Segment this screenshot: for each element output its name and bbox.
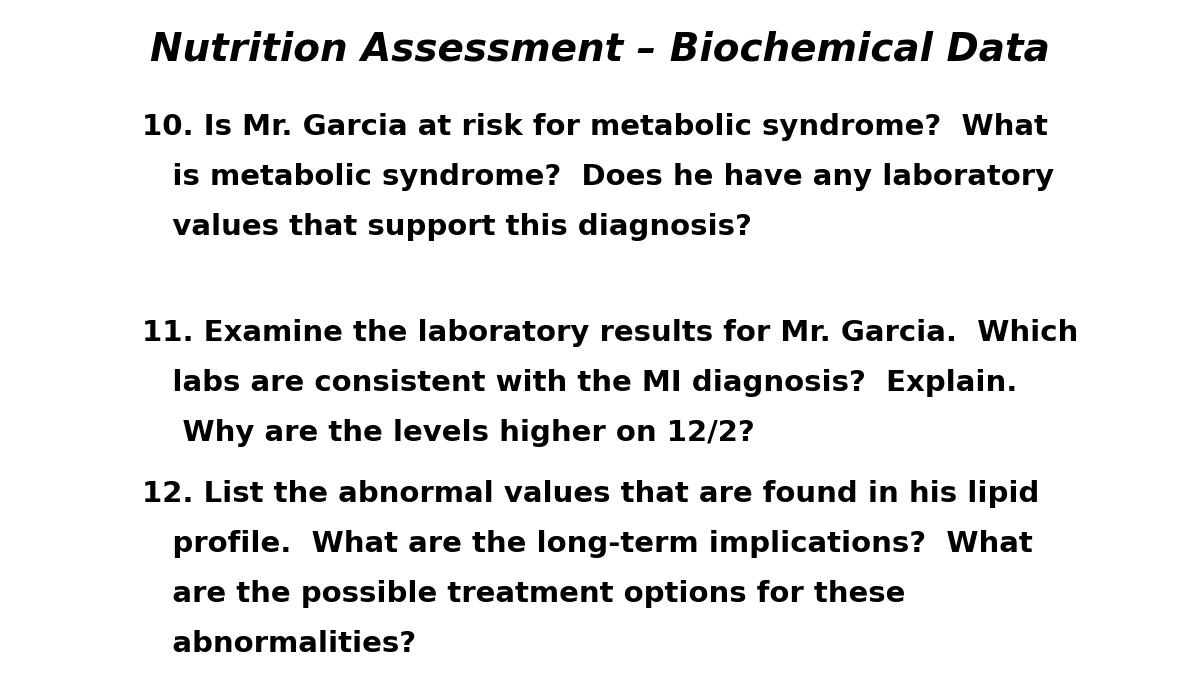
Text: Why are the levels higher on 12/2?: Why are the levels higher on 12/2? xyxy=(142,419,755,447)
Text: Nutrition Assessment – Biochemical Data: Nutrition Assessment – Biochemical Data xyxy=(150,31,1050,68)
Text: abnormalities?: abnormalities? xyxy=(142,630,415,658)
Text: profile.  What are the long-term implications?  What: profile. What are the long-term implicat… xyxy=(142,530,1032,558)
Text: are the possible treatment options for these: are the possible treatment options for t… xyxy=(142,580,905,608)
Text: is metabolic syndrome?  Does he have any laboratory: is metabolic syndrome? Does he have any … xyxy=(142,163,1054,191)
Text: labs are consistent with the MI diagnosis?  Explain.: labs are consistent with the MI diagnosi… xyxy=(142,369,1016,397)
Text: 10. Is Mr. Garcia at risk for metabolic syndrome?  What: 10. Is Mr. Garcia at risk for metabolic … xyxy=(142,113,1048,141)
Text: 11. Examine the laboratory results for Mr. Garcia.  Which: 11. Examine the laboratory results for M… xyxy=(142,319,1078,347)
Text: 12. List the abnormal values that are found in his lipid: 12. List the abnormal values that are fo… xyxy=(142,479,1039,508)
Text: values that support this diagnosis?: values that support this diagnosis? xyxy=(142,213,751,241)
